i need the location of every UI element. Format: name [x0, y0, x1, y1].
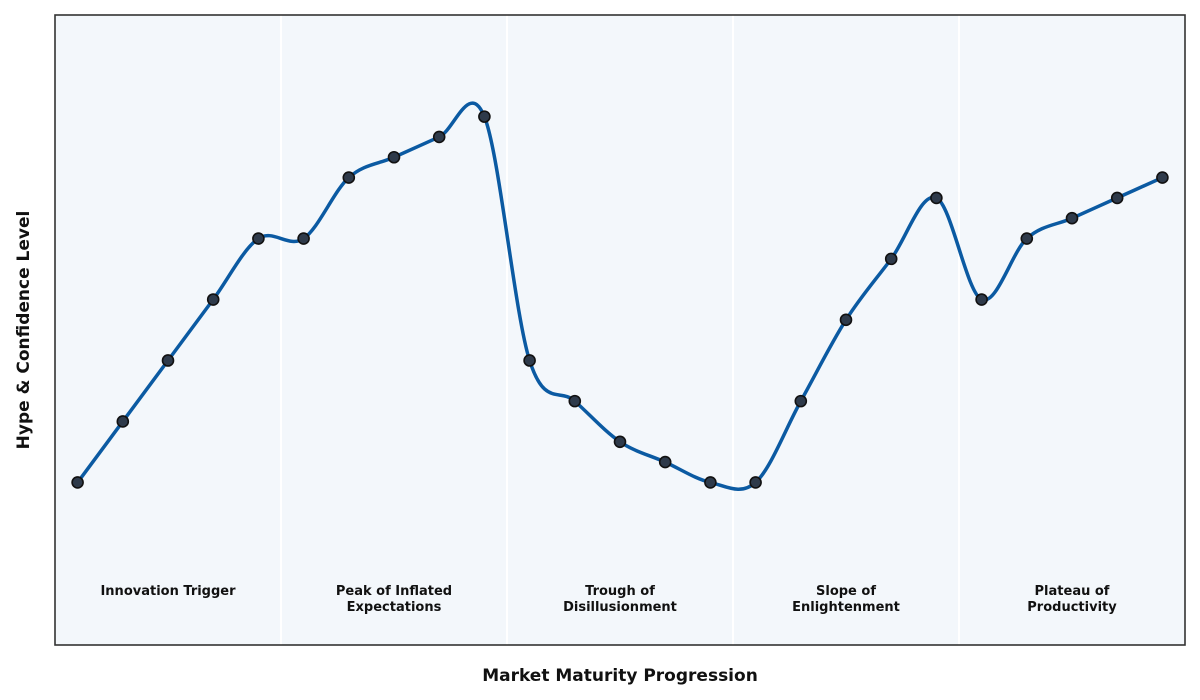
data-point [206, 293, 220, 306]
phase-label-line: Slope of [816, 584, 876, 599]
data-point [568, 394, 582, 408]
data-point [342, 171, 356, 184]
data-point [116, 415, 130, 428]
data-point [523, 354, 536, 367]
plot-frame [54, 14, 1186, 646]
data-point [161, 354, 175, 367]
data-point [387, 150, 401, 164]
data-point-markers [71, 110, 1169, 489]
data-point [252, 232, 265, 245]
data-point [884, 252, 898, 266]
data-point [658, 455, 672, 469]
data-point [1110, 191, 1124, 205]
data-point [794, 394, 808, 408]
phase-label: Slope of Enlightenment [792, 584, 900, 615]
data-point [704, 476, 717, 489]
phase-label-line: Expectations [347, 600, 442, 615]
plot-background [55, 15, 1185, 645]
data-point [1020, 232, 1034, 245]
phase-dividers [280, 15, 960, 645]
data-point [297, 232, 310, 245]
data-point [975, 293, 988, 306]
data-point [71, 476, 84, 489]
phase-labels: Innovation Trigger Peak of Inflated Expect… [100, 584, 1117, 615]
data-point [1065, 211, 1079, 225]
data-point [1156, 171, 1169, 184]
phase-label: Plateau of Productivity [1027, 584, 1117, 615]
data-point [432, 130, 446, 144]
phase-label: Trough of Disillusionment [563, 584, 677, 615]
phase-label-line: Enlightenment [792, 600, 900, 615]
data-point [930, 191, 943, 205]
phase-label-line: Trough of [585, 584, 655, 599]
data-point [839, 313, 853, 327]
phase-label: Peak of Inflated Expectations [336, 584, 452, 615]
data-point [478, 110, 491, 123]
x-axis-label: Market Maturity Progression [482, 666, 758, 686]
y-axis-label: Hype & Confidence Level [14, 211, 34, 450]
data-point [613, 435, 627, 449]
phase-label-line: Productivity [1027, 600, 1117, 615]
phase-label: Innovation Trigger [100, 584, 236, 599]
phase-label-line: Plateau of [1035, 584, 1110, 599]
phase-label-line: Innovation Trigger [100, 584, 236, 599]
data-point [749, 476, 762, 489]
phase-label-line: Disillusionment [563, 600, 677, 615]
phase-label-line: Peak of Inflated [336, 584, 452, 599]
